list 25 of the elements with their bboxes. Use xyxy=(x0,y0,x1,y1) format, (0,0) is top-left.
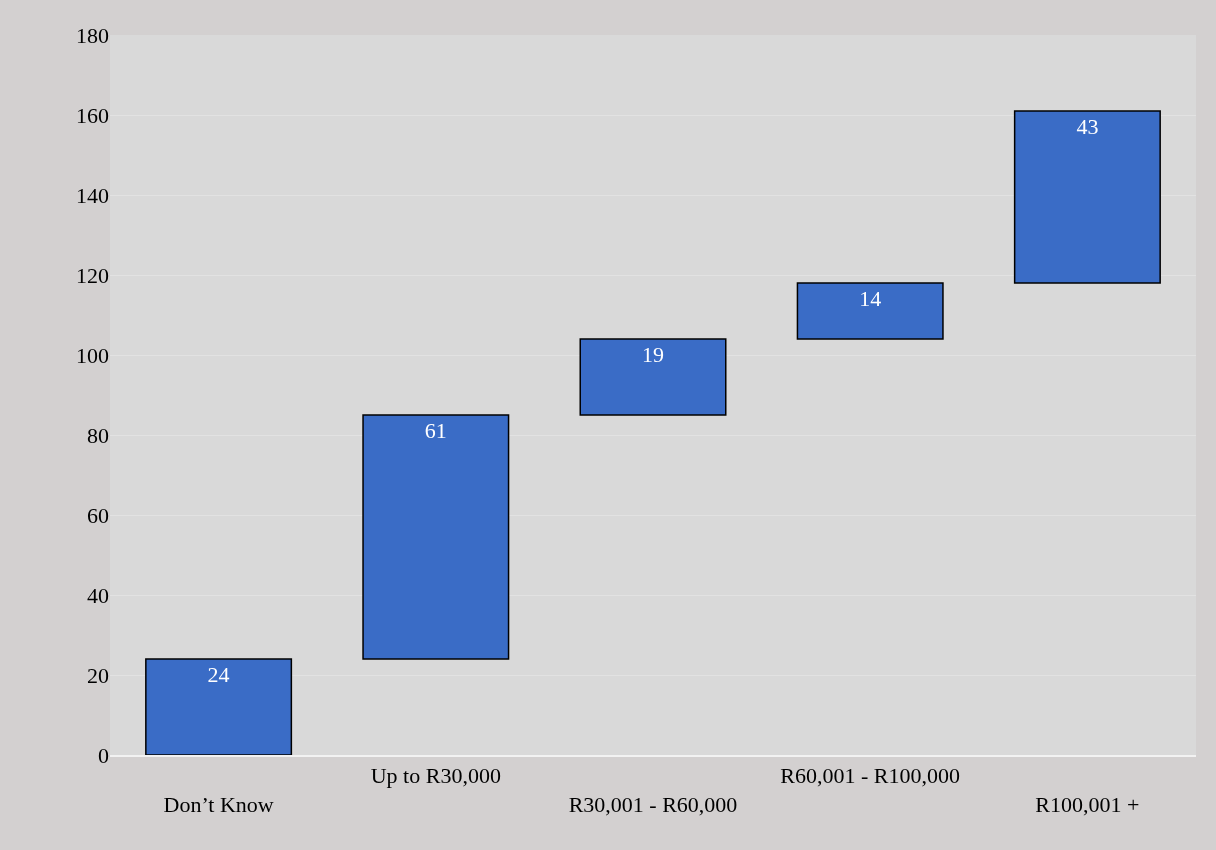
bar xyxy=(145,658,293,755)
y-tick-label: 140 xyxy=(76,182,109,208)
x-tick-label: Up to R30,000 xyxy=(370,763,501,789)
data-label: 43 xyxy=(1076,114,1099,139)
y-tick-label: 20 xyxy=(87,662,109,688)
y-tick-label: 0 xyxy=(98,742,109,768)
data-label: 61 xyxy=(424,418,447,443)
bar xyxy=(362,414,510,660)
y-tick-label: 160 xyxy=(76,102,109,128)
data-label: 14 xyxy=(859,286,882,311)
bar xyxy=(796,282,944,340)
y-tick-label: 40 xyxy=(87,582,109,608)
y-tick-label: 100 xyxy=(76,342,109,368)
data-label: 19 xyxy=(642,342,664,367)
x-tick-label: R30,001 - R60,000 xyxy=(568,792,738,817)
y-tick-label: 60 xyxy=(87,502,109,528)
y-tick-label: 80 xyxy=(87,422,109,448)
x-tick-label: Don’t Know xyxy=(163,792,274,817)
x-tick-label: R60,001 - R100,000 xyxy=(780,763,961,789)
bar xyxy=(1013,110,1161,284)
bar xyxy=(579,338,727,416)
data-label: 24 xyxy=(207,662,230,687)
y-tick-label: 120 xyxy=(76,262,109,288)
y-tick-label: 180 xyxy=(76,22,109,48)
x-tick-label: R100,001 + xyxy=(1035,792,1140,817)
